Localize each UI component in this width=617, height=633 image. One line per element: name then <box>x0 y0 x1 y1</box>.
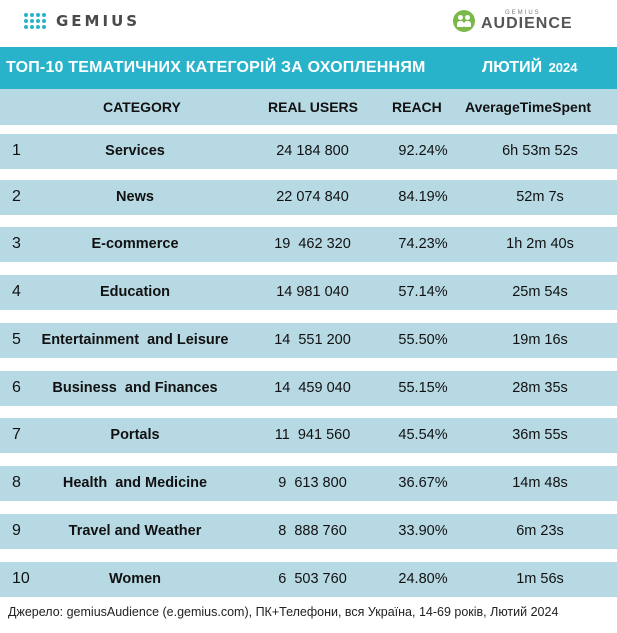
category: E-commerce <box>91 236 179 252</box>
rank: 9 <box>12 522 21 539</box>
table-row: 3 E-commerce 19 462 320 74.23% 1h 2m 40s <box>0 227 617 262</box>
table-row: 9 Travel and Weather 8 888 760 33.90% 6m… <box>0 514 617 549</box>
rank: 3 <box>12 235 21 252</box>
reach: 92.24% <box>398 143 448 159</box>
title-year: 2024 <box>548 60 578 75</box>
rank: 2 <box>12 188 21 205</box>
category: Business and Finances <box>52 380 218 396</box>
real-users: 14 981 040 <box>276 284 349 300</box>
category: Entertainment and Leisure <box>41 332 229 348</box>
gemius-logo-text: GEMIUS <box>56 12 141 30</box>
real-users: 19 462 320 <box>274 236 351 252</box>
rank: 1 <box>12 142 21 159</box>
audience-people-icon <box>453 10 475 32</box>
reach: 84.19% <box>398 189 448 205</box>
rank: 5 <box>12 331 21 348</box>
real-users: 14 551 200 <box>274 332 351 348</box>
table-row: 7 Portals 11 941 560 45.54% 36m 55s <box>0 418 617 453</box>
real-users: 8 888 760 <box>278 523 347 539</box>
rank: 4 <box>12 283 21 300</box>
category: Services <box>105 143 165 159</box>
title-period: ЛЮТИЙ 2024 <box>482 59 577 77</box>
source-footnote: Джерело: gemiusAudience (e.gemius.com), … <box>8 605 559 619</box>
category: Education <box>99 284 171 300</box>
header-reach: REACH <box>392 99 442 115</box>
title-month: ЛЮТИЙ <box>482 59 543 76</box>
real-users: 22 074 840 <box>276 189 349 205</box>
real-users: 9 613 800 <box>278 475 347 491</box>
real-users: 14 459 040 <box>274 380 351 396</box>
reach: 24.80% <box>398 571 448 587</box>
reach: 57.14% <box>398 284 448 300</box>
rank: 6 <box>12 379 21 396</box>
header-category: CATEGORY <box>103 99 181 115</box>
avg-time: 6m 23s <box>516 523 564 539</box>
category: Travel and Weather <box>68 523 202 539</box>
avg-time: 25m 54s <box>512 284 568 300</box>
table-row: 10 Women 6 503 760 24.80% 1m 56s <box>0 562 617 597</box>
category: News <box>116 189 154 205</box>
rank: 7 <box>12 426 21 443</box>
logo-bar: GEMIUS GEMIUS AUDIENCE <box>0 0 617 46</box>
table-row: 2 News 22 074 840 84.19% 52m 7s <box>0 180 617 215</box>
reach: 36.67% <box>398 475 448 491</box>
header-real-users: REAL USERS <box>268 99 358 115</box>
gemius-audience-logo: GEMIUS AUDIENCE <box>453 10 573 32</box>
reach: 45.54% <box>398 427 448 443</box>
title-bar: ТОП-10 ТЕМАТИЧНИХ КАТЕГОРІЙ ЗА ОХОПЛЕННЯ… <box>0 47 617 89</box>
category: Women <box>108 571 162 587</box>
gemius-dots-icon <box>24 13 46 29</box>
avg-time: 52m 7s <box>516 189 564 205</box>
reach: 74.23% <box>398 236 448 252</box>
reach: 55.15% <box>398 380 448 396</box>
avg-time: 36m 55s <box>512 427 568 443</box>
avg-time: 28m 35s <box>512 380 568 396</box>
table-row: 4 Education 14 981 040 57.14% 25m 54s <box>0 275 617 310</box>
rank: 10 <box>12 570 30 587</box>
avg-time: 1h 2m 40s <box>506 236 574 252</box>
avg-time: 6h 53m 52s <box>502 143 578 159</box>
header-avg-time: AverageTimeSpent <box>465 99 592 115</box>
page-title: ТОП-10 ТЕМАТИЧНИХ КАТЕГОРІЙ ЗА ОХОПЛЕННЯ… <box>6 59 426 76</box>
real-users: 11 941 560 <box>274 427 351 443</box>
real-users: 6 503 760 <box>278 571 347 587</box>
avg-time: 14m 48s <box>512 475 568 491</box>
audience-logo-text: AUDIENCE <box>481 15 573 32</box>
table-row: 5 Entertainment and Leisure 14 551 200 5… <box>0 323 617 358</box>
category: Health and Medicine <box>62 475 208 491</box>
avg-time: 1m 56s <box>516 571 564 587</box>
real-users: 24 184 800 <box>276 143 349 159</box>
table-row: 1 Services 24 184 800 92.24% 6h 53m 52s <box>0 134 617 169</box>
category: Portals <box>110 427 160 443</box>
table-row: 8 Health and Medicine 9 613 800 36.67% 1… <box>0 466 617 501</box>
audience-logo-small-text: GEMIUS <box>505 10 541 16</box>
reach: 55.50% <box>398 332 448 348</box>
reach: 33.90% <box>398 523 448 539</box>
rank: 8 <box>12 474 21 491</box>
table-header: CATEGORY REAL USERS REACH AverageTimeSpe… <box>0 89 617 125</box>
gemius-logo: GEMIUS <box>24 12 140 30</box>
avg-time: 19m 16s <box>512 332 568 348</box>
table-row: 6 Business and Finances 14 459 040 55.15… <box>0 371 617 406</box>
